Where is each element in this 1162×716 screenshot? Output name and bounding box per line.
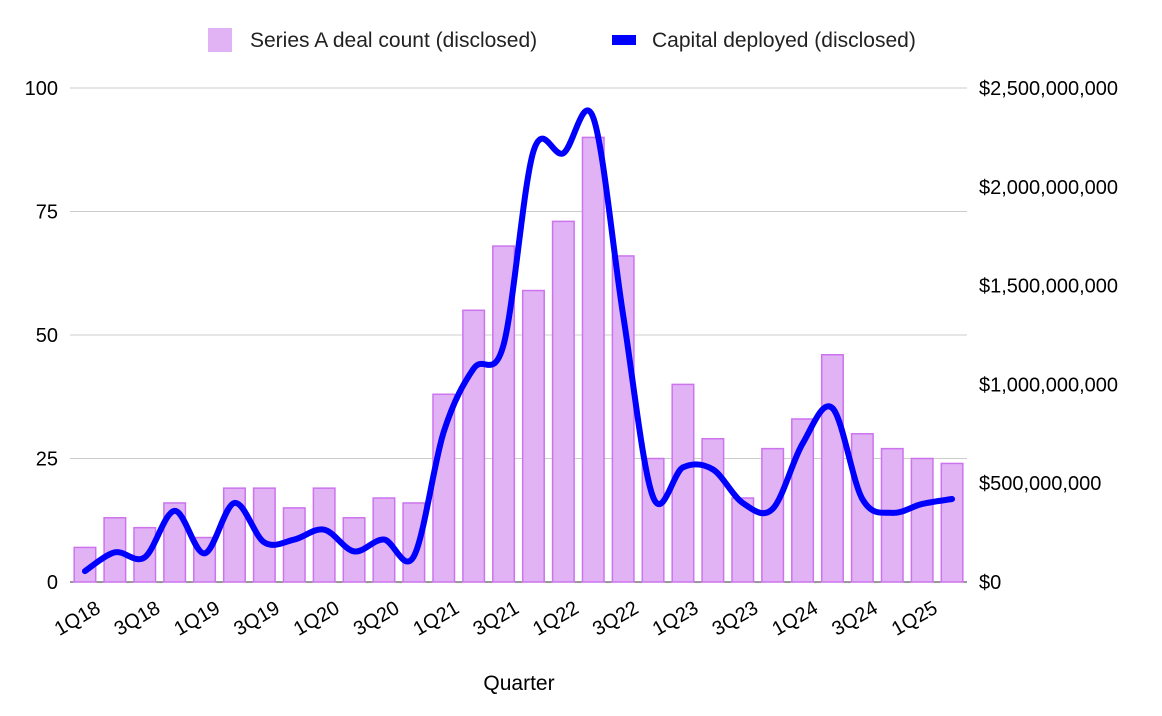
y-tick-label: 0 xyxy=(47,572,58,594)
x-tick-label: 1Q23 xyxy=(649,597,702,641)
x-tick-label: 1Q21 xyxy=(410,597,463,641)
bar xyxy=(910,457,934,583)
right-axis-ticks: $0 $500,000,000 $1,000,000,000 $1,500,000,0… xyxy=(979,78,1118,594)
bar xyxy=(551,220,575,583)
x-tick-label: 3Q23 xyxy=(709,597,762,641)
legend-swatch-capital xyxy=(612,35,636,45)
y2-tick-label: $500,000,000 xyxy=(979,473,1101,495)
x-tick-label: 3Q24 xyxy=(828,597,881,641)
y2-tick-label: $0 xyxy=(979,572,1001,594)
x-tick-label: 1Q18 xyxy=(51,597,104,641)
x-tick-label: 3Q20 xyxy=(350,597,403,641)
y2-tick-label: $1,500,000,000 xyxy=(979,276,1118,298)
legend-label-deal-count: Series A deal count (disclosed) xyxy=(250,29,537,52)
bar xyxy=(940,462,964,583)
x-tick-label: 1Q24 xyxy=(768,597,821,641)
x-tick-label: 3Q21 xyxy=(469,597,522,641)
y-tick-label: 25 xyxy=(36,449,58,471)
x-tick-label: 1Q19 xyxy=(170,597,223,641)
bar xyxy=(731,497,755,583)
bar xyxy=(252,487,276,583)
y2-tick-label: $2,500,000,000 xyxy=(979,78,1118,100)
bar xyxy=(701,437,725,583)
line-series xyxy=(81,107,956,575)
bar xyxy=(581,136,605,583)
bar xyxy=(282,507,306,583)
y-tick-label: 75 xyxy=(36,202,58,224)
legend-label-capital: Capital deployed (disclosed) xyxy=(652,29,916,52)
x-tick-label: 1Q25 xyxy=(888,597,941,641)
bar-series xyxy=(73,136,964,583)
y2-tick-label: $2,000,000,000 xyxy=(979,177,1118,199)
capital-line xyxy=(81,107,956,575)
bar xyxy=(521,289,545,583)
left-axis-ticks: 0 25 50 75 100 xyxy=(25,78,58,594)
x-axis-ticks: 1Q18 3Q18 1Q19 3Q19 1Q20 3Q20 1Q21 3Q21 1Q22 3Q22… xyxy=(51,597,942,641)
y-tick-label: 50 xyxy=(36,325,58,347)
gridlines xyxy=(70,87,967,583)
bar xyxy=(462,309,486,583)
x-tick-label: 1Q22 xyxy=(529,597,582,641)
bar xyxy=(163,502,187,583)
x-axis-title: Quarter xyxy=(483,672,554,695)
legend: Series A deal count (disclosed) Capital … xyxy=(208,28,916,52)
bar xyxy=(820,354,844,583)
y2-tick-label: $1,000,000,000 xyxy=(979,374,1118,396)
y-tick-label: 100 xyxy=(25,78,58,100)
x-tick-label: 3Q18 xyxy=(111,597,164,641)
x-tick-label: 3Q22 xyxy=(589,597,642,641)
x-tick-label: 3Q19 xyxy=(230,597,283,641)
x-tick-label: 1Q20 xyxy=(290,597,343,641)
legend-swatch-deal-count xyxy=(208,28,232,52)
